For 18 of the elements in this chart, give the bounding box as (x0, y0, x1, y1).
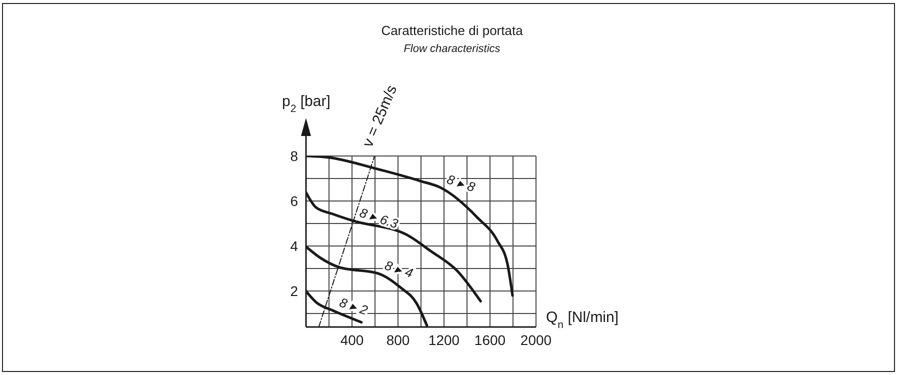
x-tick-label: 400 (340, 332, 364, 348)
y-tick-label: 8 (290, 148, 298, 164)
chart-subtitle: Flow characteristics (404, 43, 501, 55)
y-tick-label: 6 (290, 192, 298, 209)
y-tick-label: 4 (290, 238, 298, 254)
text: 8 ▸ 4 (382, 258, 415, 281)
chart-title: Caratteristiche di portata (381, 23, 524, 38)
text: 8 ▸ 2 (338, 294, 370, 318)
text: v = 25m/s (359, 82, 401, 150)
x-tick-label: 1600 (474, 332, 506, 348)
x-tick-label: 1200 (428, 332, 460, 348)
y-tick-label: 2 (290, 282, 298, 299)
x-axis-title: Q$_{n}$ [Nl/min] (546, 309, 619, 331)
y-axis-title: p$_{2}$ [bar] (282, 93, 330, 115)
x-tick-label: 2000 (520, 332, 552, 348)
x-tick-label: 800 (386, 332, 410, 348)
text: 8 ▸ 6.3 (358, 204, 401, 232)
text: 8 ▸ 8 (445, 172, 478, 195)
